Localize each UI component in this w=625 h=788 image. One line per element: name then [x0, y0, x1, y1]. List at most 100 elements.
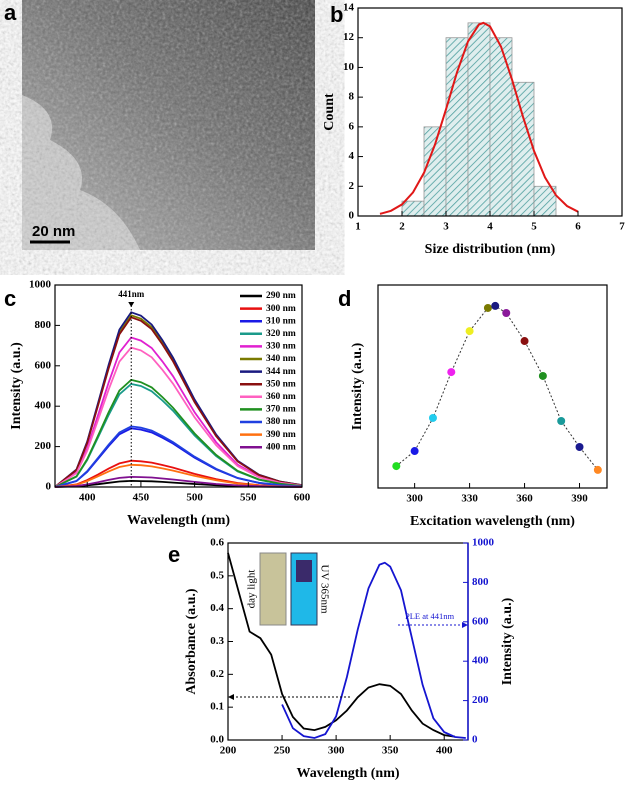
- line: [54, 336, 303, 488]
- y2-tick-label: 400: [472, 655, 489, 667]
- x-tick-label: 400: [79, 492, 96, 504]
- y2-tick-label: 0: [472, 734, 478, 746]
- y-tick-label: 400: [35, 400, 52, 412]
- annotation: day light: [246, 570, 258, 609]
- legend-label: 300 nm: [266, 304, 296, 314]
- y-tick-label: 0: [349, 210, 355, 222]
- y2-tick-label: 600: [472, 615, 489, 627]
- y-tick-label: 0.2: [210, 668, 224, 680]
- y-axis-label: Count: [322, 93, 337, 131]
- x-tick-label: 500: [186, 492, 203, 504]
- x-tick-label: 7: [619, 221, 625, 233]
- legend-label: 350 nm: [266, 379, 296, 389]
- y-tick-label: 0: [46, 481, 52, 493]
- bar: [401, 200, 425, 217]
- y-tick-label: 0.5: [210, 569, 224, 581]
- x-tick-label: 5: [531, 221, 537, 233]
- annotation: 441nm: [118, 289, 145, 299]
- y-tick-label: 8: [349, 91, 355, 103]
- bar: [423, 126, 447, 217]
- line: [54, 463, 303, 488]
- arrow-head: [128, 302, 135, 307]
- y2-tick-label: 800: [472, 576, 489, 588]
- point: [392, 462, 401, 471]
- x-tick-label: 1: [355, 221, 361, 233]
- arrow-head: [462, 622, 468, 628]
- point: [410, 447, 419, 456]
- y-tick-label: 800: [35, 319, 52, 331]
- x-tick-label: 2: [399, 221, 405, 233]
- plot-frame: [54, 284, 303, 488]
- panel-label: d: [338, 286, 351, 311]
- y-tick-label: 2: [349, 180, 355, 192]
- y-tick-label: 4: [349, 150, 355, 162]
- x-tick-label: 450: [133, 492, 150, 504]
- point: [483, 303, 492, 312]
- y-tick-label: 200: [35, 440, 52, 452]
- line: [54, 316, 303, 488]
- bar: [489, 37, 513, 217]
- point: [520, 337, 529, 346]
- point: [491, 301, 500, 310]
- point: [502, 309, 511, 318]
- y-tick-label: 12: [343, 31, 355, 43]
- y-tick-label: 0.3: [210, 635, 224, 647]
- y-axis-label: Absorbance (a.u.): [184, 588, 199, 695]
- line: [54, 378, 303, 488]
- y-tick-label: 0.6: [210, 537, 224, 549]
- line: [54, 311, 303, 488]
- legend-label: 400 nm: [266, 442, 296, 452]
- bar: [511, 81, 535, 217]
- x-tick-label: 4: [487, 221, 493, 233]
- x-tick-label: 330: [461, 493, 478, 505]
- x-tick-label: 390: [571, 493, 588, 505]
- x-tick-label: 300: [328, 745, 345, 757]
- line: [281, 561, 466, 739]
- x-tick-label: 3: [443, 221, 449, 233]
- legend-label: 360 nm: [266, 392, 296, 402]
- point: [447, 368, 456, 377]
- y-tick-label: 6: [349, 120, 355, 132]
- legend-label: 330 nm: [266, 342, 296, 352]
- panel-label: c: [4, 286, 16, 311]
- y-tick-label: 600: [35, 359, 52, 371]
- line: [227, 552, 456, 738]
- legend-label: 290 nm: [266, 291, 296, 301]
- x-tick-label: 350: [382, 745, 399, 757]
- line: [54, 346, 303, 488]
- y-tick-label: 0.4: [210, 602, 224, 614]
- x-tick-label: 250: [274, 745, 291, 757]
- x-tick-label: 360: [516, 493, 533, 505]
- point: [428, 413, 437, 422]
- point: [557, 417, 566, 426]
- line: [54, 475, 303, 488]
- x-tick-label: 300: [406, 493, 423, 505]
- line: [379, 21, 579, 215]
- y-tick-label: 0.0: [210, 734, 224, 746]
- line: [54, 425, 303, 488]
- x-axis-label: Excitation wavelength (nm): [410, 514, 575, 529]
- x-axis-label: Wavelength (nm): [296, 766, 399, 781]
- inset-photo-cap: [296, 560, 312, 582]
- legend-label: 320 nm: [266, 329, 296, 339]
- legend-label: 370 nm: [266, 405, 296, 415]
- scale-bar-label: 20 nm: [32, 223, 75, 240]
- point: [465, 327, 474, 336]
- x-tick-label: 400: [436, 745, 453, 757]
- annotation: UV 365nm: [318, 565, 330, 614]
- tem-image: 20 nm: [22, 0, 315, 250]
- x-tick-label: 550: [240, 492, 257, 504]
- y-tick-label: 14: [343, 2, 355, 14]
- x-tick-label: 6: [575, 221, 581, 233]
- bar: [445, 37, 469, 217]
- y2-tick-label: 1000: [472, 537, 495, 549]
- x-tick-label: 600: [294, 492, 311, 504]
- arrow-head: [228, 694, 234, 700]
- panel-label: a: [4, 0, 17, 25]
- y-axis-label: Intensity (a.u.): [9, 342, 24, 430]
- x-axis-label: Size distribution (nm): [425, 242, 556, 257]
- plot-frame: [377, 284, 608, 489]
- point: [538, 371, 547, 380]
